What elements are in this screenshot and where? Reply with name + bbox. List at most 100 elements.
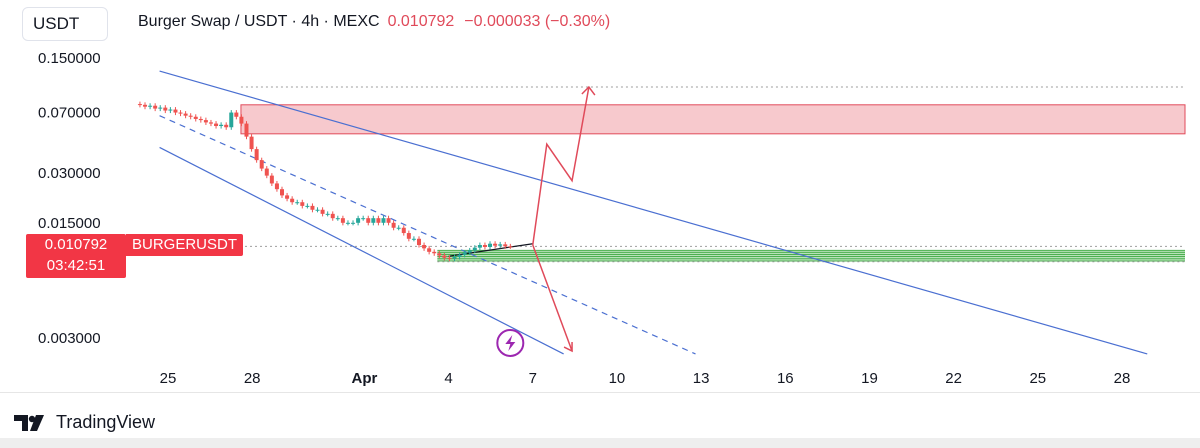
x-tick-label: 13 [693, 370, 710, 387]
candle-body [274, 183, 279, 190]
symbol-search-box[interactable]: USDT [22, 7, 108, 41]
brand-name: TradingView [56, 412, 156, 432]
candle-body [290, 198, 295, 203]
bottom-divider [0, 392, 1200, 393]
tradingview-brand[interactable]: TradingView [14, 412, 155, 433]
breakout-trendline [448, 243, 533, 257]
bottom-bar [0, 438, 1200, 448]
bar-countdown: 03:42:51 [46, 257, 106, 274]
bullish-forecast-arrow [532, 86, 590, 246]
candle-body [229, 112, 234, 128]
resistance-zone [240, 104, 1186, 135]
candle-body [508, 246, 513, 248]
candle-body [361, 218, 366, 220]
x-tick-label: 7 [529, 370, 537, 387]
candle-body [386, 218, 391, 223]
y-tick-label: 0.003000 [38, 330, 101, 347]
header-change: −0.000033 (−0.30%) [464, 13, 611, 30]
candle-body [340, 218, 345, 223]
candle-body [320, 209, 325, 214]
candle-body [452, 257, 457, 259]
support-zone [437, 250, 1185, 261]
chart-header: Burger Swap / USDT · 4h · MEXC 0.010792 … [138, 0, 610, 44]
candle-body [300, 202, 305, 206]
candle-body [173, 109, 178, 113]
x-tick-label: 10 [609, 370, 626, 387]
candle-body [203, 120, 208, 123]
candle-body [193, 116, 198, 119]
candle-body [234, 112, 239, 117]
candle-body [467, 250, 472, 253]
candle-body [493, 243, 498, 246]
candle-body [219, 124, 224, 127]
x-tick-label: 25 [1029, 370, 1046, 387]
x-tick-label: 19 [861, 370, 878, 387]
candle-body [498, 244, 503, 246]
candle-body [371, 218, 376, 223]
candle-body [264, 168, 269, 176]
candle-body [188, 115, 193, 117]
y-tick-label: 0.070000 [38, 105, 101, 122]
bullish-arrowhead [581, 85, 596, 96]
candle-body [153, 105, 158, 109]
candle-body [280, 189, 285, 196]
x-tick-label: Apr [351, 370, 377, 387]
candle-body [432, 251, 437, 254]
candle-body [472, 247, 477, 251]
header-price: 0.010792 [387, 13, 455, 30]
candle-body [406, 233, 411, 239]
x-tick-label: 25 [160, 370, 177, 387]
candle-body [477, 245, 482, 248]
candle-body [178, 112, 183, 114]
candle-body [442, 255, 447, 258]
candle-body [376, 218, 381, 223]
x-tick-label: 4 [444, 370, 452, 387]
candle-body [239, 116, 244, 124]
last-price-tag: 0.010792 03:42:51 [26, 234, 126, 278]
candle-body [422, 245, 427, 249]
candle-body [224, 124, 229, 128]
candle-body [249, 136, 254, 150]
candle-body [447, 257, 452, 259]
tradingview-logo-icon [14, 414, 44, 431]
candle-body [356, 218, 361, 223]
candle-body [137, 104, 142, 106]
candle-body [310, 205, 315, 210]
candle-body [148, 105, 153, 107]
channel-lower-line [159, 146, 564, 355]
candle-body [416, 238, 421, 246]
candle-body [285, 195, 290, 199]
candle-body [351, 222, 356, 224]
candle-body [411, 238, 416, 240]
y-tick-label: 0.150000 [38, 50, 101, 67]
candle-body [462, 252, 467, 255]
x-tick-label: 22 [945, 370, 962, 387]
candle-body [345, 222, 350, 224]
x-tick-label: 28 [244, 370, 261, 387]
candle-body [198, 118, 203, 121]
candle-body [295, 202, 300, 204]
candle-body [366, 218, 371, 223]
bearish-forecast-arrow [532, 244, 573, 352]
candle-body [259, 160, 264, 169]
candle-body [396, 227, 401, 229]
candle-body [163, 107, 168, 111]
candle-body [305, 205, 310, 207]
x-tick-label: 16 [777, 370, 794, 387]
candle-body [168, 109, 173, 111]
candle-body [335, 218, 340, 220]
last-price-value: 0.010792 [44, 236, 108, 253]
candle-body [214, 123, 219, 127]
candle-body [488, 243, 493, 247]
candle-body [325, 213, 330, 215]
candle-body [401, 227, 406, 234]
x-tick-label: 28 [1114, 370, 1131, 387]
candle-body [244, 123, 249, 137]
bearish-arrowhead [563, 342, 573, 353]
symbol-box-label: USDT [33, 14, 80, 33]
candle-body [391, 222, 396, 228]
chart-title: Burger Swap / USDT · 4h · MEXC [138, 13, 380, 30]
candle-body [330, 213, 335, 219]
lightning-icon [505, 334, 516, 351]
